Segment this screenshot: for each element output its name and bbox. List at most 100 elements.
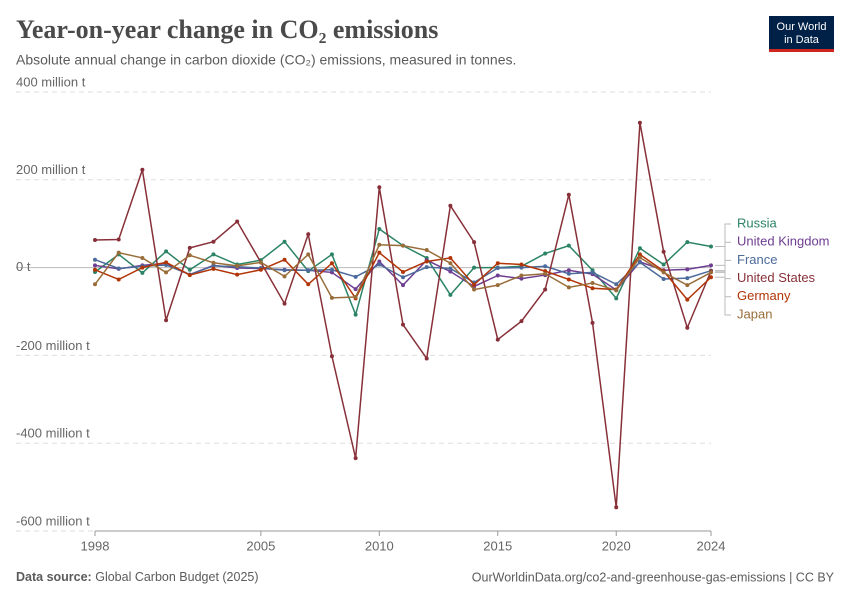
data-point (235, 219, 240, 224)
series-line (94, 122, 712, 508)
data-point (519, 265, 524, 270)
data-point (306, 232, 311, 237)
data-point (685, 283, 690, 288)
data-point (164, 270, 169, 275)
data-point (590, 320, 595, 325)
legend-label: United States (737, 270, 816, 285)
data-point (590, 270, 595, 275)
data-point (140, 270, 145, 275)
data-point (258, 260, 263, 265)
data-point (187, 267, 192, 272)
data-point (448, 261, 453, 266)
data-point (448, 292, 453, 297)
data-point (329, 267, 334, 272)
data-point (614, 296, 619, 301)
data-point (164, 260, 169, 265)
data-point (495, 261, 500, 266)
data-point (472, 240, 477, 245)
chart-subtitle: Absolute annual change in carbon dioxide… (16, 52, 516, 68)
data-point (211, 239, 216, 244)
legend-connector (715, 276, 731, 298)
data-point (543, 271, 548, 276)
data-point (140, 265, 145, 270)
data-point (709, 270, 713, 275)
data-point (282, 274, 287, 279)
legend-label: Russia (737, 215, 778, 230)
data-point (401, 275, 405, 280)
data-point (401, 322, 405, 327)
data-point (306, 268, 311, 273)
data-point (424, 259, 429, 264)
legend-label: France (737, 252, 777, 267)
data-point (543, 287, 548, 292)
footer-link: OurWorldinData.org/co2-and-greenhouse-ga… (472, 570, 835, 584)
data-point (519, 319, 524, 324)
data-point (566, 285, 571, 290)
data-point (401, 283, 405, 288)
data-point (709, 263, 713, 268)
data-point (235, 272, 240, 277)
data-point (116, 250, 121, 255)
x-tick-label: 2010 (365, 538, 394, 553)
data-point (235, 263, 240, 268)
data-point (93, 257, 97, 262)
data-point (472, 282, 477, 287)
data-point (637, 246, 642, 251)
data-point (377, 262, 382, 267)
data-point (495, 266, 500, 271)
x-tick-label: 2015 (483, 538, 512, 553)
data-point (377, 242, 382, 247)
data-point (424, 265, 429, 270)
y-tick-label: -400 million t (16, 426, 90, 441)
data-point (353, 456, 358, 461)
data-point (282, 257, 287, 262)
data-point (685, 267, 690, 272)
data-point (566, 268, 571, 273)
data-point (401, 269, 405, 274)
x-tick-label: 2020 (602, 538, 631, 553)
logo: Our World in Data (769, 16, 834, 52)
data-point (377, 250, 382, 255)
data-point (590, 280, 595, 285)
data-point (637, 255, 642, 260)
data-point (637, 252, 642, 257)
data-point (519, 276, 524, 281)
data-point (93, 237, 97, 242)
y-tick-label: 400 million t (16, 74, 86, 89)
data-point (661, 249, 666, 254)
data-point (116, 237, 121, 242)
data-point (258, 267, 263, 272)
x-tick-label: 2005 (246, 538, 275, 553)
logo-text: Our World (777, 21, 827, 33)
data-point (685, 297, 690, 302)
data-point (566, 271, 571, 276)
data-point (495, 283, 500, 288)
data-point (377, 259, 382, 264)
data-point (519, 262, 524, 267)
data-point (543, 264, 548, 269)
data-point (353, 287, 358, 292)
data-point (472, 287, 477, 292)
data-point (282, 268, 287, 273)
data-point (187, 253, 192, 258)
data-point (140, 255, 145, 260)
data-point (661, 262, 666, 267)
data-point (637, 260, 642, 265)
data-point (661, 270, 666, 275)
legend-label: Japan (737, 306, 772, 321)
data-point (424, 248, 429, 253)
data-point (590, 286, 595, 291)
data-point (685, 276, 690, 281)
data-point (637, 120, 642, 125)
data-point (329, 295, 334, 300)
data-point (424, 356, 429, 361)
data-point (164, 318, 169, 323)
data-point (211, 260, 216, 265)
data-point (306, 282, 311, 287)
y-tick-label: -600 million t (16, 513, 90, 528)
data-point (140, 167, 145, 172)
source-label: Data source: (16, 570, 92, 584)
y-tick-label: 200 million t (16, 162, 86, 177)
legend-label: Germany (737, 288, 791, 303)
data-point (614, 282, 619, 287)
